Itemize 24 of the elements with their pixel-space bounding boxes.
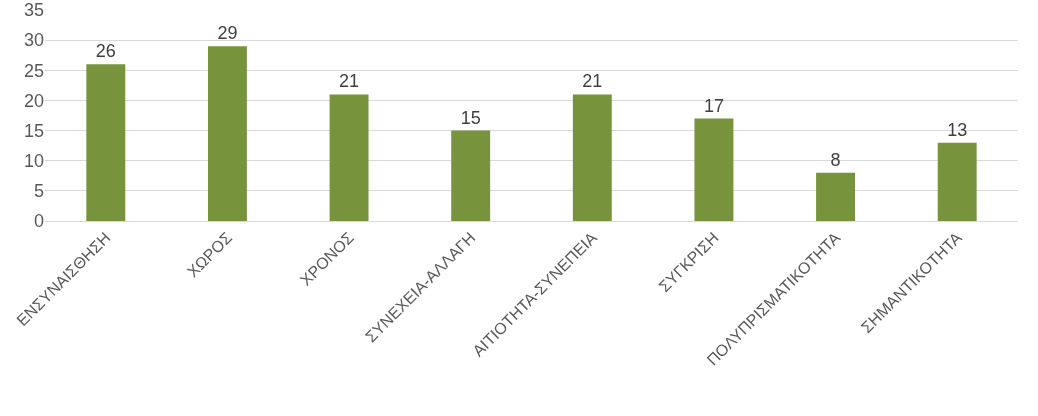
data-label: 15 [460, 107, 481, 128]
data-label: 17 [703, 95, 724, 116]
y-tick-label: 5 [33, 181, 44, 202]
data-label: 8 [830, 149, 841, 170]
bar [329, 94, 369, 221]
y-tick-label: 30 [23, 30, 44, 51]
y-tick-label: 25 [23, 60, 44, 81]
bar [451, 130, 491, 221]
y-tick-label: 20 [23, 90, 44, 111]
bar [694, 118, 734, 221]
y-tick-label: 10 [23, 151, 44, 172]
data-label: 29 [217, 23, 238, 44]
data-label: 26 [95, 41, 116, 62]
bar [816, 172, 856, 221]
bar [207, 46, 247, 221]
data-label: 21 [582, 71, 603, 92]
y-tick-label: 15 [23, 120, 44, 141]
bar [572, 94, 612, 221]
bar [86, 64, 126, 221]
y-tick-label: 0 [33, 211, 44, 232]
bar [937, 142, 977, 221]
data-label: 21 [339, 71, 360, 92]
data-label: 13 [947, 119, 968, 140]
y-tick-label: 35 [23, 0, 44, 21]
